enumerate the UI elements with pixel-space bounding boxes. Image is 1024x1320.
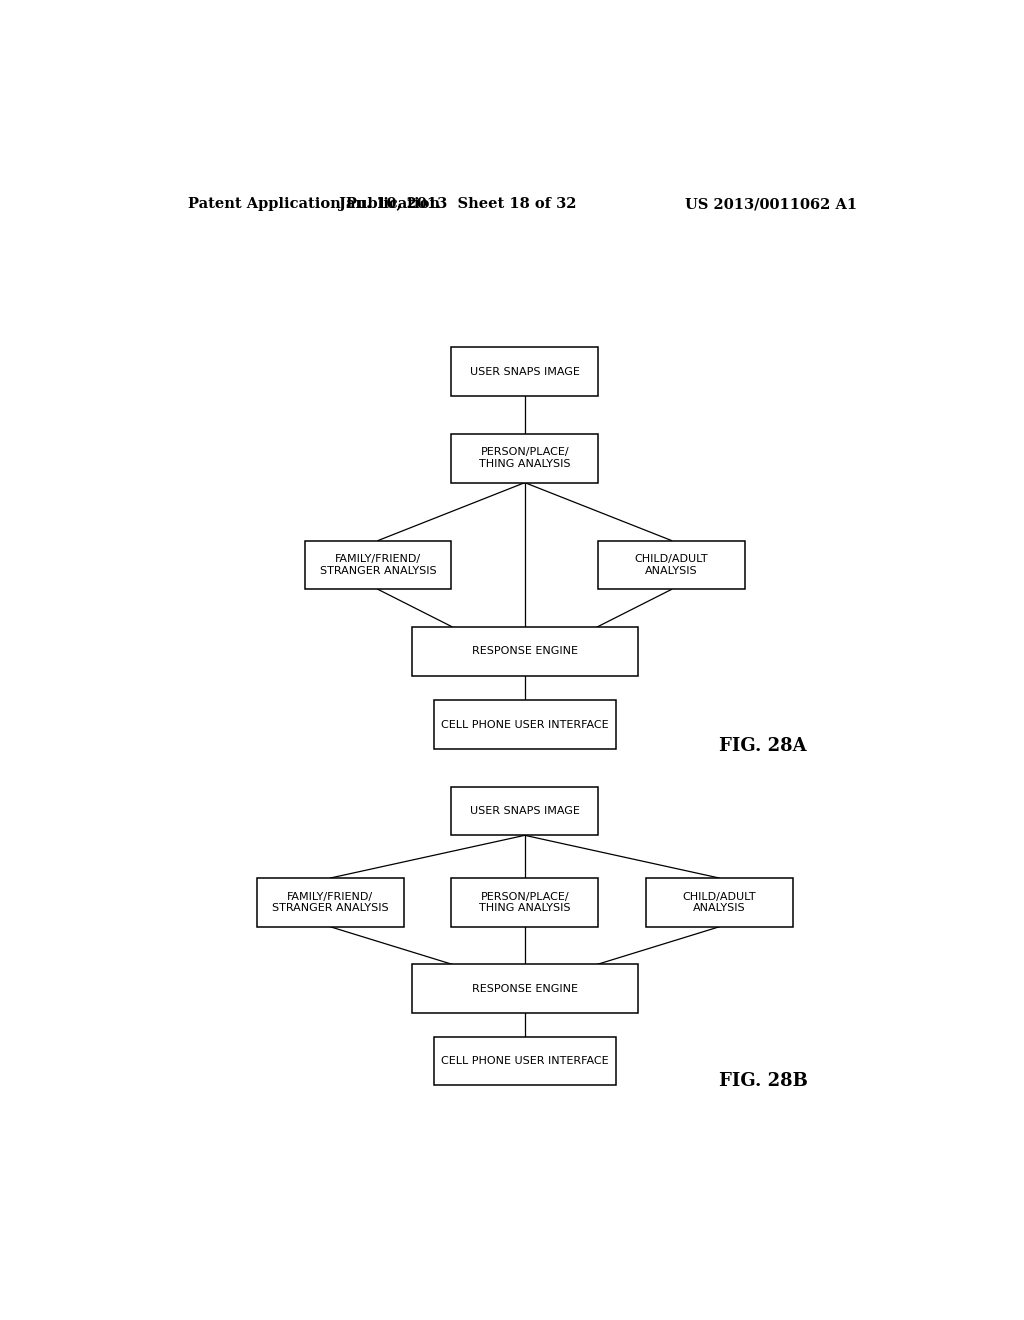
Text: CHILD/ADULT
ANALYSIS: CHILD/ADULT ANALYSIS	[682, 891, 756, 913]
Text: Jan. 10, 2013  Sheet 18 of 32: Jan. 10, 2013 Sheet 18 of 32	[339, 197, 577, 211]
Text: PERSON/PLACE/
THING ANALYSIS: PERSON/PLACE/ THING ANALYSIS	[479, 891, 570, 913]
Text: RESPONSE ENGINE: RESPONSE ENGINE	[472, 647, 578, 656]
FancyBboxPatch shape	[412, 965, 638, 1014]
Text: Patent Application Publication: Patent Application Publication	[187, 197, 439, 211]
Text: RESPONSE ENGINE: RESPONSE ENGINE	[472, 983, 578, 994]
Text: FIG. 28B: FIG. 28B	[719, 1072, 808, 1090]
Text: FAMILY/FRIEND/
STRANGER ANALYSIS: FAMILY/FRIEND/ STRANGER ANALYSIS	[319, 554, 436, 576]
Text: FAMILY/FRIEND/
STRANGER ANALYSIS: FAMILY/FRIEND/ STRANGER ANALYSIS	[272, 891, 389, 913]
Text: CELL PHONE USER INTERFACE: CELL PHONE USER INTERFACE	[441, 719, 608, 730]
Text: US 2013/0011062 A1: US 2013/0011062 A1	[685, 197, 857, 211]
Text: USER SNAPS IMAGE: USER SNAPS IMAGE	[470, 367, 580, 376]
FancyBboxPatch shape	[452, 878, 598, 927]
FancyBboxPatch shape	[257, 878, 403, 927]
FancyBboxPatch shape	[646, 878, 793, 927]
Text: CELL PHONE USER INTERFACE: CELL PHONE USER INTERFACE	[441, 1056, 608, 1067]
FancyBboxPatch shape	[452, 787, 598, 836]
FancyBboxPatch shape	[304, 541, 452, 589]
FancyBboxPatch shape	[433, 700, 616, 748]
Text: PERSON/PLACE/
THING ANALYSIS: PERSON/PLACE/ THING ANALYSIS	[479, 447, 570, 469]
FancyBboxPatch shape	[412, 627, 638, 676]
FancyBboxPatch shape	[452, 347, 598, 396]
FancyBboxPatch shape	[598, 541, 745, 589]
Text: USER SNAPS IMAGE: USER SNAPS IMAGE	[470, 807, 580, 816]
Text: FIG. 28A: FIG. 28A	[719, 737, 807, 755]
FancyBboxPatch shape	[452, 434, 598, 483]
Text: CHILD/ADULT
ANALYSIS: CHILD/ADULT ANALYSIS	[635, 554, 709, 576]
FancyBboxPatch shape	[433, 1036, 616, 1085]
